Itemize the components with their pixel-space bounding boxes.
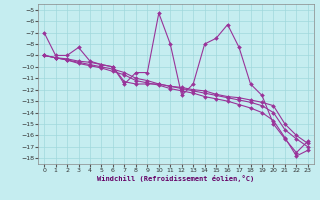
- X-axis label: Windchill (Refroidissement éolien,°C): Windchill (Refroidissement éolien,°C): [97, 175, 255, 182]
